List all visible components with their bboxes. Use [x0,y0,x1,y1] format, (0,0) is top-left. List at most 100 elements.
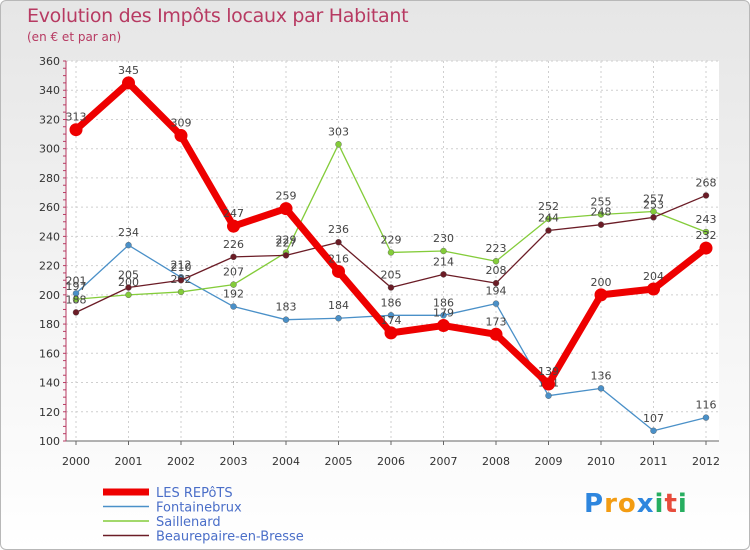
x-tick-label: 2003 [220,455,248,468]
data-label: 232 [696,229,717,242]
data-label: 184 [328,299,349,312]
data-label: 236 [328,223,349,236]
data-label: 229 [276,233,297,246]
logo-letter: P [584,489,605,519]
y-tick-label: 280 [39,172,60,185]
data-label: 210 [171,261,192,274]
data-label: 116 [696,399,717,412]
data-point [335,141,342,148]
data-point [279,202,293,216]
data-point [492,279,500,287]
y-tick-label: 220 [39,260,60,273]
logo-letter: o [617,489,637,519]
data-label: 200 [118,276,139,289]
y-tick-label: 320 [39,113,60,126]
data-point [542,377,555,391]
data-label: 183 [276,301,297,314]
x-tick-label: 2006 [377,455,405,468]
data-point [72,296,80,303]
legend-label-1: Fontainebrux [156,501,242,516]
data-point [230,281,237,288]
data-label: 223 [486,242,507,255]
data-point [282,316,290,323]
logo-letter: r [604,489,618,519]
logo-letter: x [636,489,655,519]
data-label: 212 [171,258,192,271]
x-tick-label: 2000 [62,455,90,468]
data-label: 197 [66,280,87,293]
data-point [650,214,657,221]
proxiti-logo: Proxiti [584,489,688,519]
y-tick-label: 260 [39,201,60,214]
y-tick-label: 340 [39,84,60,97]
y-tick-label: 100 [39,435,60,448]
data-point [230,303,237,310]
data-label: 309 [171,117,192,130]
data-point [440,247,447,255]
data-label: 259 [276,190,297,203]
x-tick-label: 2012 [692,455,720,468]
data-point [335,239,342,246]
data-label: 186 [381,296,402,309]
data-point [387,312,395,319]
data-label: 234 [118,226,139,239]
data-label: 186 [433,296,454,309]
data-point [230,253,237,261]
y-tick-label: 120 [39,406,60,419]
data-label: 248 [591,206,612,219]
data-label: 192 [223,288,244,301]
data-point [174,129,188,143]
data-point [335,315,342,322]
data-label: 226 [223,238,244,251]
data-point [72,309,80,316]
y-tick-label: 300 [39,143,60,156]
y-tick-label: 200 [39,289,60,302]
data-label: 230 [433,232,454,245]
data-point [699,241,713,255]
legend-label-0: LES REPôTS [156,486,233,501]
data-point [125,284,132,291]
data-label: 255 [591,195,612,208]
data-point [227,219,240,233]
data-point [387,284,395,291]
x-tick-label: 2008 [482,455,510,468]
data-label: 205 [381,269,402,282]
data-label: 200 [591,276,612,289]
data-point [597,385,605,392]
data-label: 253 [643,198,664,211]
data-point [702,414,710,421]
data-label: 229 [381,233,402,246]
data-point [387,249,395,256]
x-tick-label: 2010 [587,455,615,468]
data-point [594,288,608,302]
data-label: 174 [381,314,402,327]
data-point [282,252,290,259]
data-label: 207 [223,266,244,279]
data-label: 204 [643,270,664,283]
data-label: 201 [66,274,87,287]
data-point [647,282,660,296]
data-label: 214 [433,255,454,268]
data-point [597,221,605,228]
x-tick-label: 2009 [535,455,563,468]
y-tick-label: 180 [39,318,60,331]
data-point [597,211,605,218]
y-tick-label: 240 [39,230,60,243]
legend-label-2: Saillenard [156,515,221,530]
data-label: 107 [643,412,664,425]
x-tick-label: 2002 [167,455,195,468]
logo-letter: i [654,489,665,519]
x-tick-label: 2011 [640,455,668,468]
data-label: 268 [696,176,717,189]
data-point [492,300,500,307]
data-point [440,271,447,278]
data-point [125,241,132,249]
y-tick-label: 160 [39,347,60,360]
logo-letter: i [677,489,688,519]
data-label: 194 [486,285,507,298]
x-tick-label: 2007 [430,455,458,468]
data-point [545,215,552,223]
data-point [125,291,132,299]
